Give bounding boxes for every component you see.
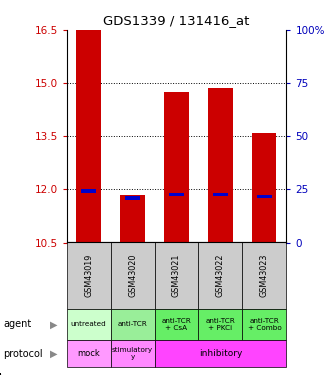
Text: GSM43023: GSM43023 (260, 254, 269, 297)
Bar (198, 309, 242, 340)
Bar (121, 195, 145, 243)
Bar (168, 193, 184, 196)
Bar (252, 133, 276, 243)
Bar (242, 243, 286, 309)
Text: ▶: ▶ (50, 349, 58, 359)
Text: ▶: ▶ (50, 320, 58, 329)
Text: inhibitory: inhibitory (199, 349, 242, 358)
Text: anti-TCR: anti-TCR (118, 321, 148, 327)
Bar (165, 92, 188, 243)
Bar (155, 340, 286, 368)
Text: anti-TCR
+ Combo: anti-TCR + Combo (247, 318, 281, 331)
Bar (67, 243, 111, 309)
Text: mock: mock (77, 349, 100, 358)
Text: stimulatory
y: stimulatory y (112, 347, 153, 360)
Bar (111, 309, 155, 340)
Text: anti-TCR
+ CsA: anti-TCR + CsA (162, 318, 191, 331)
Text: GSM43019: GSM43019 (84, 254, 93, 297)
Bar (242, 309, 286, 340)
Bar (155, 309, 198, 340)
Text: protocol: protocol (3, 349, 43, 359)
Bar (208, 88, 232, 243)
Text: agent: agent (3, 320, 32, 329)
Bar (81, 189, 97, 193)
Text: GSM43022: GSM43022 (216, 254, 225, 297)
Bar (125, 196, 141, 200)
Bar (198, 243, 242, 309)
Bar (77, 30, 101, 243)
Bar (67, 340, 111, 368)
Bar (111, 340, 155, 368)
Text: GSM43021: GSM43021 (172, 254, 181, 297)
Bar (256, 195, 272, 198)
Bar (111, 243, 155, 309)
Text: anti-TCR
+ PKCi: anti-TCR + PKCi (205, 318, 235, 331)
Bar (67, 309, 111, 340)
Text: untreated: untreated (71, 321, 107, 327)
Bar (155, 243, 198, 309)
Text: GSM43020: GSM43020 (128, 254, 137, 297)
Bar (212, 193, 228, 196)
Title: GDS1339 / 131416_at: GDS1339 / 131416_at (103, 15, 250, 27)
